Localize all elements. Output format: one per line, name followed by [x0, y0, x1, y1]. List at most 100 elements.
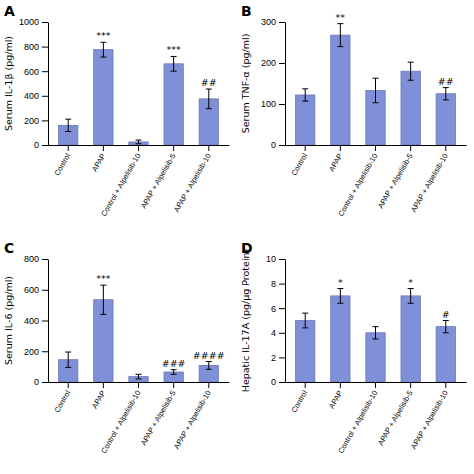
plot-area [296, 24, 456, 145]
tick-label: 0 [34, 377, 39, 387]
tick-label: Control [289, 389, 309, 415]
tick: Control + Alpelisib-10 [99, 145, 142, 218]
tick-mark [279, 104, 285, 105]
plot-area [296, 289, 456, 382]
tick-label: Control [289, 152, 309, 178]
tick: APAP + Alpelisib-5 [139, 382, 178, 447]
error-bar [171, 56, 177, 71]
tick-label: 6 [271, 304, 276, 314]
error-bar [408, 289, 414, 304]
panel: 0 2 4 6 8 10 Control APAPControl + Alpelisib-10… [240, 240, 467, 455]
significance-label: *** [167, 44, 182, 55]
tick: Control [289, 145, 309, 177]
tick-mark [375, 382, 376, 388]
tick-mark [375, 145, 376, 151]
panel-label: A [4, 3, 15, 19]
tick: APAP [327, 382, 345, 410]
tick-label: 300 [261, 17, 276, 27]
plot-area [59, 285, 219, 382]
panel: 0 200 400 600 800 Control APAPControl + Alpeli… [3, 240, 230, 455]
significance-label: *** [96, 273, 111, 284]
error-bar [443, 88, 449, 100]
tick-label: APAP [90, 389, 108, 410]
tick-label: APAP [90, 152, 108, 173]
tick-mark [279, 145, 285, 146]
tick-label: 1000 [19, 17, 39, 27]
error-bar [302, 89, 308, 101]
y-axis-title: Serum IL-6 (pg/ml) [3, 276, 14, 365]
tick: APAP [90, 382, 108, 410]
tick: 800 [24, 42, 48, 52]
bar [296, 321, 315, 383]
tick: Control + Alpelisib-10 [336, 145, 379, 218]
error-bar [206, 362, 212, 370]
x-axis: ControlAPAPControl + Alpelisib-10APAP + … [286, 145, 467, 218]
significance-label: #### [193, 350, 225, 361]
tick: 0 [271, 377, 285, 387]
bar [296, 95, 315, 145]
tick-mark [42, 290, 48, 291]
tick: Control + Alpelisib-10 [99, 382, 142, 455]
tick-mark [68, 145, 69, 151]
tick-mark [42, 321, 48, 322]
tick-label: 4 [271, 328, 276, 338]
annotations: **# [338, 277, 450, 320]
tick: 600 [24, 285, 48, 295]
tick-mark [138, 145, 139, 151]
tick-label: APAP + Alpelisib-5 [376, 389, 415, 447]
tick: 2 [271, 353, 285, 363]
error-bar [373, 78, 379, 103]
tick-label: Control + Alpelisib-10 [336, 389, 379, 455]
tick-mark [208, 145, 209, 151]
tick-label: APAP + Alpelisib-5 [139, 152, 178, 210]
tick-label: 800 [24, 42, 39, 52]
bar [164, 64, 183, 145]
bar [94, 50, 113, 145]
panel-label: C [4, 240, 14, 256]
tick: 400 [24, 316, 48, 326]
tick-label: 200 [24, 347, 39, 357]
axis-line [285, 260, 286, 383]
bar [436, 94, 455, 145]
bar [331, 35, 350, 145]
x-axis: ControlAPAPControl + Alpelisib-10APAP + … [286, 382, 467, 455]
tick: Control [289, 382, 309, 414]
tick-label: Control [52, 389, 72, 415]
annotations: **## [336, 12, 454, 87]
error-bar [136, 374, 142, 379]
tick: 0 [271, 140, 285, 150]
tick-label: 8 [271, 279, 276, 289]
tick-mark [279, 63, 285, 64]
tick-mark [42, 120, 48, 121]
error-bar [337, 24, 343, 47]
tick-label: 600 [24, 285, 39, 295]
tick-mark [445, 145, 446, 151]
tick-label: 0 [271, 140, 276, 150]
tick-label: 200 [24, 116, 39, 126]
tick-mark [279, 259, 285, 260]
tick-label: APAP + Alpelisib-10 [172, 152, 213, 214]
tick-mark [42, 71, 48, 72]
tick-label: 600 [24, 67, 39, 77]
tick-mark [138, 382, 139, 388]
axis-line [48, 260, 49, 383]
tick: 10 [266, 254, 285, 264]
tick-label: APAP + Alpelisib-5 [139, 389, 178, 447]
tick-label: 400 [24, 316, 39, 326]
tick: 300 [261, 17, 285, 27]
tick: 200 [261, 58, 285, 68]
tick: 4 [271, 328, 285, 338]
y-axis-title: Serum IL-1β (pg/ml) [3, 36, 14, 131]
tick: 0 [34, 140, 48, 150]
tick-mark [279, 308, 285, 309]
tick: 600 [24, 67, 48, 77]
tick-label: APAP + Alpelisib-10 [409, 389, 450, 451]
error-bar [443, 321, 449, 333]
tick-label: 800 [24, 254, 39, 264]
tick-mark [279, 284, 285, 285]
error-bar [136, 140, 142, 144]
annotations: ******## [96, 30, 217, 88]
tick: Control [52, 145, 72, 177]
significance-label: ## [438, 76, 454, 87]
tick-label: 200 [261, 58, 276, 68]
